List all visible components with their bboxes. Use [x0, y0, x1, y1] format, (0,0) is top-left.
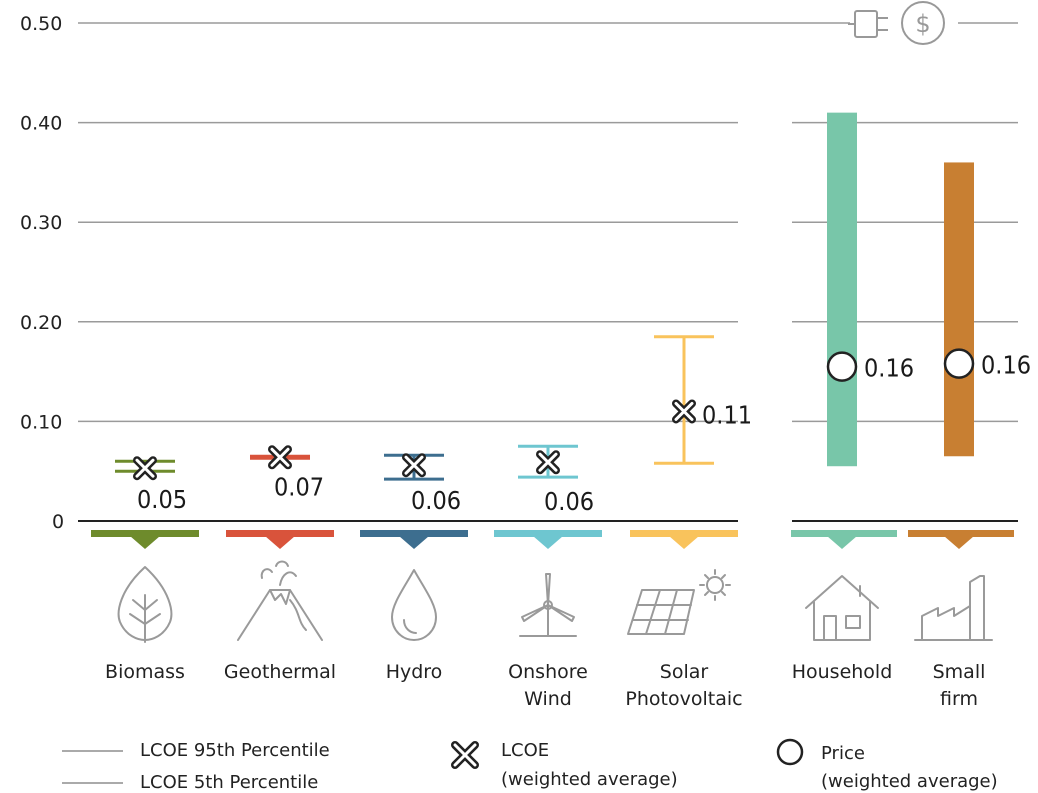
category-label: Wind	[524, 688, 572, 710]
category-label: Household	[792, 661, 893, 683]
solar-panel-icon	[627, 569, 731, 635]
category-label: Biomass	[105, 661, 185, 683]
legend-p5-label: LCOE 5th Percentile	[140, 772, 318, 793]
lcoe-marker-fill	[538, 452, 558, 472]
category-label: Solar	[660, 661, 709, 683]
lcoe-marker-fill	[270, 447, 290, 467]
legend-lcoe-sub: (weighted average)	[501, 769, 678, 790]
lcoe-marker	[268, 445, 292, 470]
leaf-icon	[117, 566, 173, 643]
lcoe-marker	[536, 450, 560, 475]
lcoe-value-label: 0.05	[137, 485, 187, 514]
legend-lcoe-label: LCOE	[501, 740, 549, 761]
dollar-icon: $	[901, 1, 945, 45]
category-baseline-bar	[791, 530, 897, 537]
lcoe-value-label: 0.06	[544, 487, 594, 516]
category-triangle	[130, 536, 160, 549]
price-bar	[944, 162, 974, 457]
category-triangle	[944, 536, 974, 549]
wind-turbine-icon	[519, 573, 577, 637]
category-baseline-bar	[908, 530, 1014, 537]
price-marker	[943, 348, 975, 379]
category-triangle	[265, 536, 295, 549]
lcoe-marker-fill	[404, 455, 424, 475]
category-baseline-bar	[494, 530, 602, 537]
lcoe-value-label: 0.06	[411, 486, 461, 515]
svg-text:$: $	[915, 10, 930, 38]
y-axis-ticks: 0 0.10 0.20 0.30 0.40 0.50	[20, 13, 64, 533]
lcoe-marker-fill	[135, 458, 155, 478]
legend-p95-label: LCOE 95th Percentile	[140, 740, 330, 761]
markers: 0.05 0.07 0.06 0.06 0.11 0.16 0.16	[133, 348, 1031, 516]
category-triangle	[533, 536, 563, 549]
category-baseline-bar	[91, 530, 199, 537]
y-tick-label: 0	[52, 511, 64, 533]
category-label: Hydro	[386, 661, 443, 683]
category-labels: Biomass Geothermal Hydro Onshore Wind Solar Ph…	[105, 661, 985, 710]
legend-price-label: Price	[821, 743, 865, 764]
category-label: Photovoltaic	[625, 688, 742, 710]
category-label: firm	[940, 688, 978, 710]
y-tick-label: 0.40	[20, 113, 62, 135]
factory-icon	[914, 575, 993, 641]
category-triangle	[399, 536, 429, 549]
volcano-icon	[237, 560, 323, 641]
price-value-label: 0.16	[864, 354, 914, 383]
lcoe-marker-fill	[674, 401, 694, 421]
legend-lcoe-marker	[451, 741, 479, 769]
lcoe-marker	[672, 399, 696, 424]
price-bar	[827, 112, 857, 467]
category-triangle	[827, 536, 857, 549]
lcoe-value-label: 0.11	[702, 400, 752, 429]
category-baseline-bar	[360, 530, 468, 537]
category-baseline-bar	[226, 530, 334, 537]
price-value-label: 0.16	[981, 351, 1031, 380]
y-tick-label: 0.10	[20, 411, 62, 433]
category-triangle	[669, 536, 699, 549]
category-label: Onshore	[508, 661, 588, 683]
range-solar-photovoltaic	[654, 335, 714, 465]
lcoe-marker	[402, 453, 426, 478]
price-marker	[826, 351, 858, 382]
plug-icon	[848, 10, 888, 38]
lcoe-value-label: 0.07	[274, 472, 324, 501]
legend: LCOE 95th Percentile LCOE 5th Percentile…	[62, 738, 998, 793]
y-tick-label: 0.30	[20, 212, 62, 234]
water-drop-icon	[391, 569, 437, 641]
category-markers	[91, 530, 1014, 549]
lcoe-marker	[133, 456, 157, 481]
y-tick-label: 0.50	[20, 13, 62, 35]
legend-price-sub: (weighted average)	[821, 771, 998, 792]
category-label: Small	[933, 661, 986, 683]
ranges	[115, 112, 974, 481]
category-baseline-bar	[630, 530, 738, 537]
y-tick-label: 0.20	[20, 312, 62, 334]
house-icon	[805, 575, 879, 641]
category-label: Geothermal	[224, 661, 336, 683]
legend-price-marker	[776, 738, 804, 766]
